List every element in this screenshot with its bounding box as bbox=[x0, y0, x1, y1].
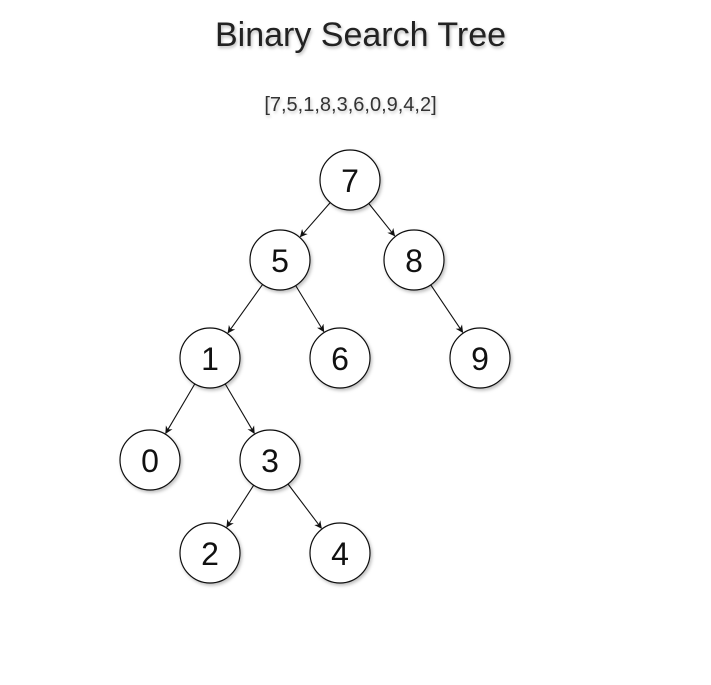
insertion-sequence: [7,5,1,8,3,6,0,9,4,2] bbox=[264, 94, 437, 116]
node-circle bbox=[179, 522, 241, 584]
edge-3-to-2 bbox=[226, 484, 255, 528]
node-label: 1 bbox=[201, 341, 219, 377]
tree-node-5: 5 bbox=[249, 229, 311, 291]
node-label: 0 bbox=[141, 443, 159, 479]
edge-5-to-6 bbox=[295, 285, 325, 333]
node-circle bbox=[449, 327, 511, 389]
edge-7-to-5 bbox=[299, 202, 331, 238]
node-circle bbox=[249, 229, 311, 291]
tree-node-0: 0 bbox=[119, 429, 181, 491]
node-label: 5 bbox=[271, 243, 289, 279]
node-circle bbox=[319, 149, 381, 211]
edge-1-to-0 bbox=[165, 383, 196, 434]
tree-node-4: 4 bbox=[309, 522, 371, 584]
tree-node-9: 9 bbox=[449, 327, 511, 389]
node-label: 2 bbox=[201, 536, 219, 572]
tree-node-7: 7 bbox=[319, 149, 381, 211]
node-circle bbox=[383, 229, 445, 291]
node-label: 8 bbox=[405, 243, 423, 279]
tree-node-6: 6 bbox=[309, 327, 371, 389]
tree-node-2: 2 bbox=[179, 522, 241, 584]
edge-1-to-3 bbox=[224, 383, 255, 434]
node-label: 7 bbox=[341, 163, 359, 199]
node-label: 3 bbox=[261, 443, 279, 479]
tree-node-1: 1 bbox=[179, 327, 241, 389]
edge-7-to-8 bbox=[368, 203, 396, 237]
tree-node-8: 8 bbox=[383, 229, 445, 291]
node-circle bbox=[119, 429, 181, 491]
node-circle bbox=[179, 327, 241, 389]
edge-5-to-1 bbox=[227, 284, 264, 334]
edge-layer bbox=[165, 202, 464, 529]
edge-3-to-4 bbox=[287, 483, 322, 529]
node-layer: 7 5 8 1 6 9 0 3 2 4 bbox=[119, 149, 511, 584]
tree-node-3: 3 bbox=[239, 429, 301, 491]
node-label: 4 bbox=[331, 536, 349, 572]
node-circle bbox=[309, 522, 371, 584]
node-label: 9 bbox=[471, 341, 489, 377]
diagram-title: Binary Search Tree bbox=[214, 16, 507, 54]
edge-8-to-9 bbox=[430, 284, 464, 333]
node-circle bbox=[309, 327, 371, 389]
node-circle bbox=[239, 429, 301, 491]
node-label: 6 bbox=[331, 341, 349, 377]
